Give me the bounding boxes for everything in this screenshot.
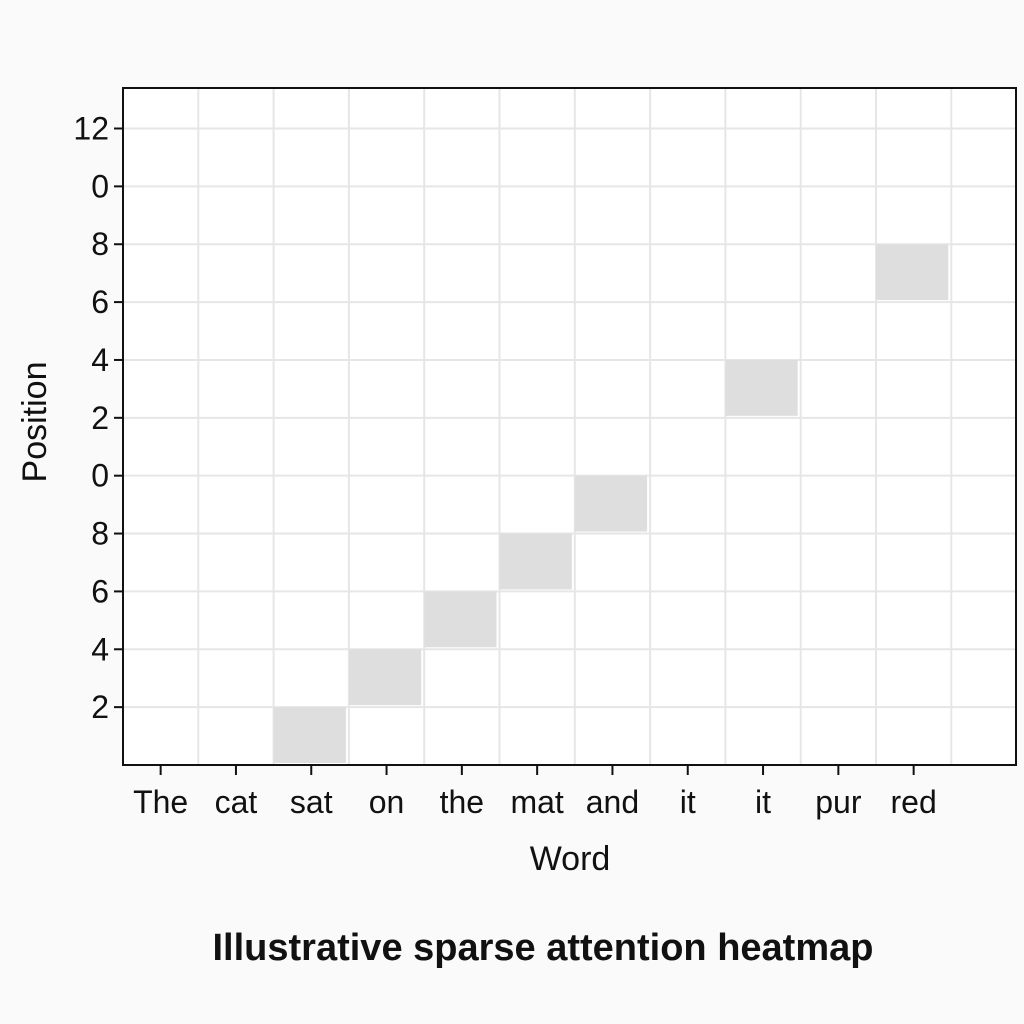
y-axis-ticks: 2 4 6 8 0 2 4 6 8 0 12: [73, 111, 123, 725]
y-tick-label: 0: [91, 168, 109, 204]
heatmap-cell: [424, 591, 497, 648]
heatmap-cells: [273, 244, 949, 763]
heatmap-cell: [348, 649, 422, 706]
plot-frame: [122, 87, 1017, 766]
y-tick-label: 2: [91, 689, 109, 725]
x-tick-label: it: [680, 784, 696, 820]
y-tick-label: 6: [91, 284, 109, 320]
x-axis-title: Word: [530, 840, 611, 878]
heatmap-cell: [725, 359, 798, 416]
heatmap-cell: [273, 707, 346, 763]
y-tick-label: 4: [91, 631, 109, 667]
y-tick-label: 8: [91, 516, 109, 552]
y-tick-label: 4: [91, 342, 109, 378]
y-axis-title: Position: [16, 362, 54, 483]
y-tick-label: 6: [91, 573, 109, 609]
x-tick-label: and: [586, 784, 639, 820]
x-tick-label: sat: [290, 784, 333, 820]
x-tick-label: the: [440, 784, 484, 820]
y-tick-label: 12: [73, 111, 109, 147]
y-tick-label: 8: [91, 226, 109, 262]
x-tick-label: The: [133, 784, 188, 820]
x-tick-label: red: [891, 784, 937, 820]
x-tick-label: it: [755, 784, 771, 820]
y-tick-label: 2: [91, 400, 109, 436]
heatmap-cell: [876, 244, 949, 301]
x-tick-label: mat: [510, 784, 563, 820]
x-tick-label: on: [369, 784, 405, 820]
y-tick-label: 0: [91, 458, 109, 494]
x-tick-label: pur: [815, 784, 862, 820]
heatmap-cell: [574, 475, 648, 532]
heatmap-cell: [499, 533, 572, 590]
x-axis-ticks: The cat sat on the mat and it it pur red: [133, 765, 937, 820]
plot-area-background: [123, 88, 1016, 765]
grid-lines: [123, 88, 1016, 765]
x-tick-label: cat: [215, 784, 258, 820]
chart-title: Illustrative sparse attention heatmap: [213, 927, 874, 969]
